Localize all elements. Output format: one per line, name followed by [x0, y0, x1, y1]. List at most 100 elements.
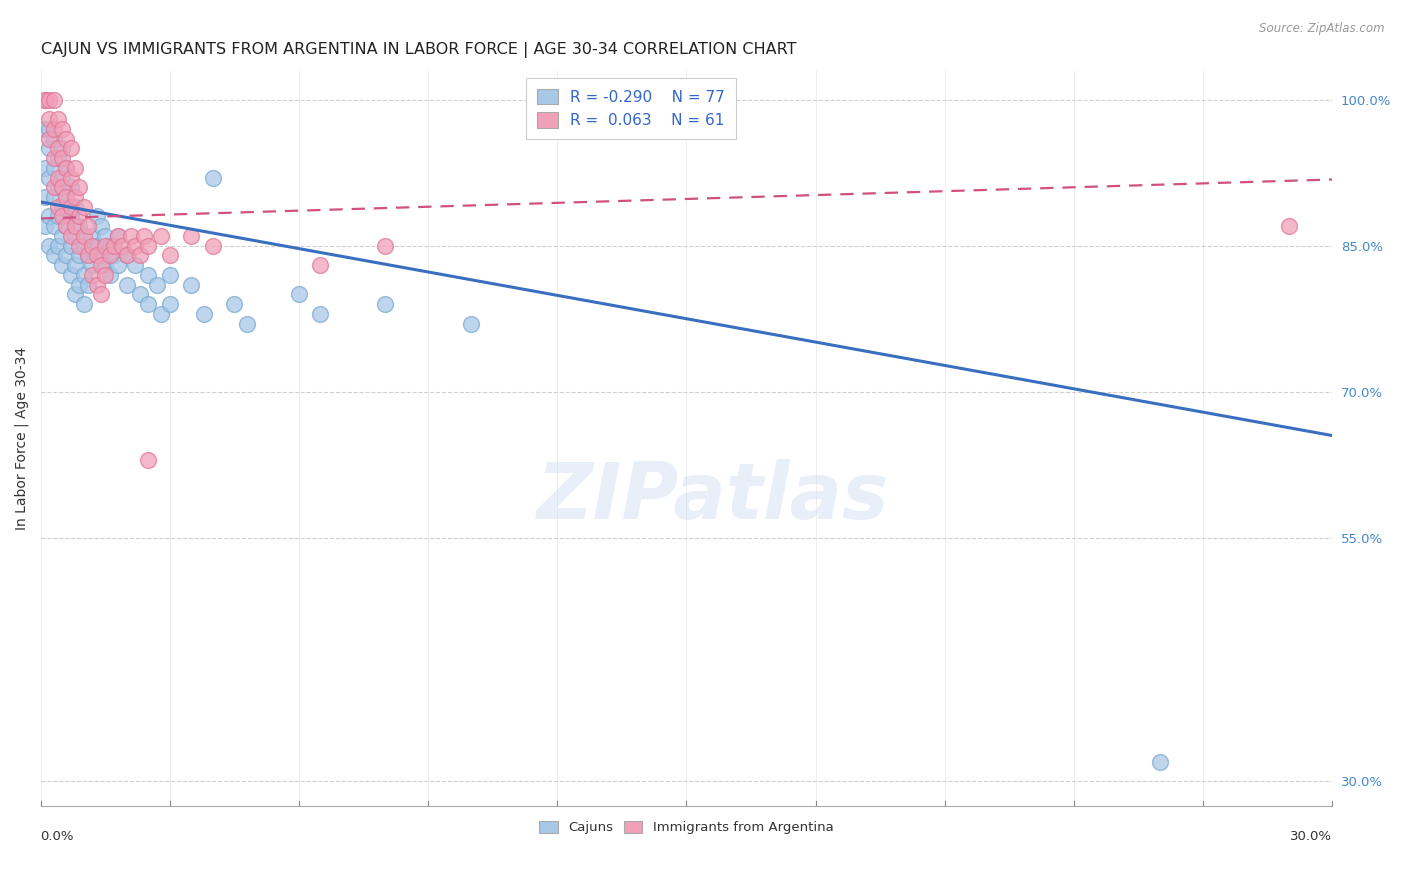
Point: [46, 238, 69, 252]
Text: Source: ZipAtlas.com: Source: ZipAtlas.com: [1260, 22, 1385, 36]
Point: [159, 268, 181, 282]
Point: [38, 112, 60, 127]
Point: [136, 238, 159, 252]
Point: [55, 190, 77, 204]
Point: [42, 219, 65, 234]
Point: [42, 190, 65, 204]
Point: [136, 453, 159, 467]
Point: [86, 210, 108, 224]
Point: [59, 238, 82, 252]
Point: [42, 131, 65, 145]
Point: [374, 297, 396, 311]
Point: [94, 229, 117, 244]
Point: [42, 161, 65, 175]
Point: [1149, 755, 1171, 769]
Point: [77, 248, 100, 262]
Point: [59, 170, 82, 185]
Point: [180, 277, 202, 292]
Point: [38, 121, 60, 136]
Point: [51, 210, 73, 224]
Point: [51, 229, 73, 244]
Point: [38, 131, 60, 145]
Point: [42, 151, 65, 165]
Point: [111, 238, 134, 252]
Point: [67, 248, 90, 262]
Point: [82, 268, 104, 282]
Point: [51, 170, 73, 185]
Point: [1278, 219, 1301, 234]
Point: [46, 210, 69, 224]
Point: [46, 141, 69, 155]
Point: [86, 248, 108, 262]
Point: [59, 200, 82, 214]
Point: [82, 258, 104, 272]
Point: [103, 248, 125, 262]
Point: [128, 287, 150, 301]
Point: [63, 190, 86, 204]
Point: [82, 238, 104, 252]
Point: [55, 131, 77, 145]
Point: [128, 248, 150, 262]
Point: [77, 248, 100, 262]
Point: [94, 258, 117, 272]
Point: [67, 238, 90, 252]
Point: [38, 170, 60, 185]
Point: [63, 200, 86, 214]
Point: [136, 297, 159, 311]
Point: [77, 219, 100, 234]
Point: [115, 277, 138, 292]
Point: [193, 307, 215, 321]
Point: [51, 180, 73, 194]
Point: [224, 297, 246, 311]
Point: [132, 229, 155, 244]
Point: [34, 219, 56, 234]
Point: [63, 219, 86, 234]
Point: [86, 277, 108, 292]
Point: [42, 180, 65, 194]
Point: [90, 248, 112, 262]
Point: [90, 287, 112, 301]
Point: [120, 229, 142, 244]
Point: [34, 121, 56, 136]
Point: [107, 229, 129, 244]
Point: [67, 219, 90, 234]
Point: [55, 161, 77, 175]
Point: [46, 112, 69, 127]
Point: [51, 200, 73, 214]
Point: [38, 141, 60, 155]
Point: [38, 93, 60, 107]
Point: [150, 307, 173, 321]
Point: [67, 180, 90, 194]
Point: [55, 219, 77, 234]
Point: [46, 170, 69, 185]
Legend: Cajuns, Immigrants from Argentina: Cajuns, Immigrants from Argentina: [534, 815, 839, 839]
Point: [42, 248, 65, 262]
Point: [86, 238, 108, 252]
Point: [34, 161, 56, 175]
Point: [46, 180, 69, 194]
Point: [460, 317, 482, 331]
Point: [288, 287, 311, 301]
Point: [42, 121, 65, 136]
Point: [73, 200, 96, 214]
Point: [90, 219, 112, 234]
Point: [374, 238, 396, 252]
Point: [98, 268, 121, 282]
Point: [73, 297, 96, 311]
Point: [42, 93, 65, 107]
Point: [63, 287, 86, 301]
Point: [159, 297, 181, 311]
Point: [82, 229, 104, 244]
Point: [46, 151, 69, 165]
Point: [59, 180, 82, 194]
Point: [309, 307, 332, 321]
Text: 30.0%: 30.0%: [1291, 830, 1333, 843]
Point: [309, 258, 332, 272]
Point: [201, 238, 224, 252]
Point: [34, 190, 56, 204]
Point: [159, 248, 181, 262]
Point: [55, 190, 77, 204]
Point: [115, 248, 138, 262]
Point: [38, 210, 60, 224]
Point: [51, 121, 73, 136]
